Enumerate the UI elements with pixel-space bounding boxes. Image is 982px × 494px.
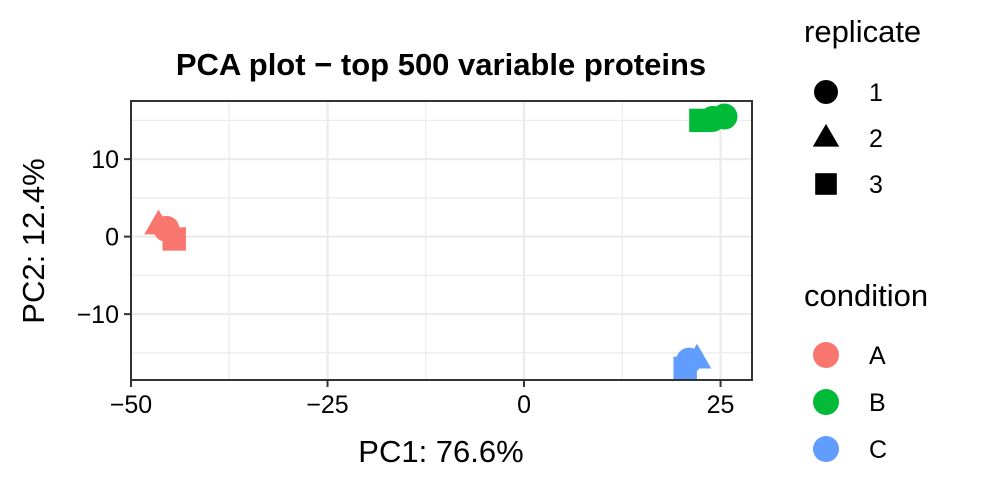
- replicate-legend-title: replicate: [804, 14, 921, 49]
- data-point: [162, 227, 186, 251]
- plot-panel: [129, 101, 752, 380]
- legend-key-color: [813, 389, 839, 415]
- x-tick-label: 0: [517, 391, 531, 419]
- replicate-legend: replicate 1 2 3: [804, 14, 921, 199]
- y-axis-title: PC2: 12.4%: [16, 158, 51, 323]
- x-tick-label: −25: [306, 391, 348, 419]
- data-point: [711, 103, 738, 130]
- x-axis-title: PC1: 76.6%: [358, 434, 523, 469]
- y-tick-label: 0: [105, 224, 119, 252]
- legend-label: C: [869, 436, 887, 464]
- condition-legend-title: condition: [804, 278, 928, 313]
- x-axis: −50 −25 0 25: [110, 380, 735, 419]
- legend-label: 1: [869, 79, 883, 107]
- legend-key-color: [813, 342, 839, 368]
- legend-label: B: [869, 389, 886, 417]
- legend-key-circle: [814, 80, 838, 104]
- y-tick-label: 10: [91, 146, 119, 174]
- condition-legend: condition ABC: [804, 278, 928, 464]
- legend-key-triangle: [812, 123, 840, 147]
- legend-label: 3: [869, 171, 883, 199]
- legend-label: 2: [869, 125, 883, 153]
- y-tick-label: −10: [77, 301, 119, 329]
- data-point: [689, 108, 713, 133]
- data-points: [144, 103, 738, 381]
- chart-title: PCA plot − top 500 variable proteins: [176, 47, 706, 82]
- y-axis: −10 0 10: [77, 146, 131, 329]
- x-tick-label: 25: [707, 391, 735, 419]
- panel-border: [130, 100, 753, 381]
- panel-background: [131, 101, 752, 380]
- x-tick-label: −50: [110, 391, 152, 419]
- legend-label: A: [869, 342, 886, 370]
- legend-key-square: [815, 173, 837, 195]
- legend-key-color: [813, 436, 839, 462]
- data-point: [673, 356, 697, 381]
